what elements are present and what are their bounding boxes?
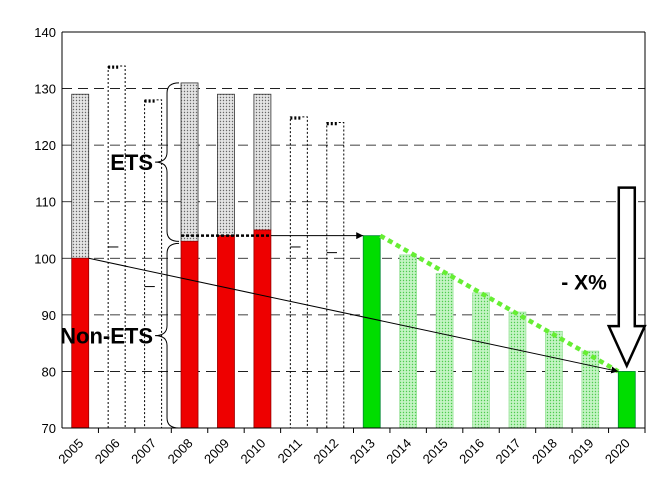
x-tick-label: 2016 — [456, 436, 487, 467]
bar-ets — [217, 93, 235, 237]
bar-non-ets — [253, 229, 272, 429]
x-tick-label: 2017 — [493, 436, 524, 467]
bar-non-ets-projected — [508, 311, 527, 429]
y-tick-label: 100 — [34, 251, 56, 266]
x-tick-label: 2005 — [55, 436, 86, 467]
bar-non-ets-projected — [399, 254, 417, 429]
y-tick-label: 130 — [34, 82, 56, 97]
y-tick-label: 80 — [42, 364, 56, 379]
bar-non-ets-projected — [472, 292, 490, 429]
bar-non-ets — [217, 235, 235, 429]
bar-outline — [144, 99, 163, 429]
bar-non-ets — [617, 371, 636, 429]
bar-ets — [71, 93, 90, 259]
x-tick-label: 2020 — [602, 436, 633, 467]
x-tick-label: 2010 — [237, 436, 268, 467]
bar-outline — [326, 122, 345, 429]
grid-lines — [62, 31, 645, 372]
x-tick-label: 2015 — [420, 436, 451, 467]
x-tick-label: 2008 — [165, 436, 196, 467]
bar-non-ets-projected — [435, 273, 454, 429]
x-tick-label: 2009 — [201, 436, 232, 467]
bar-outline — [289, 116, 308, 429]
x-tick-label: 2006 — [92, 436, 123, 467]
y-tick-label: 120 — [34, 138, 56, 153]
reduction-arrow — [606, 186, 647, 369]
non-ets-brace — [155, 242, 180, 429]
reduction-label: - X% — [561, 271, 607, 294]
x-tick-label: 2014 — [383, 436, 414, 467]
non-ets-label: Non-ETS — [60, 324, 153, 349]
bar-ets — [180, 82, 199, 242]
y-tick-label: 110 — [35, 195, 56, 210]
arrow-2005-2020 — [88, 257, 619, 374]
bar-non-ets — [362, 235, 381, 429]
y-tick-label: 70 — [42, 421, 56, 436]
bar-non-ets — [180, 240, 199, 429]
x-tick-label: 2011 — [275, 436, 305, 466]
bars — [71, 65, 636, 429]
x-tick-label: 2007 — [128, 436, 159, 467]
annotations: ETS Non-ETS - X% — [60, 82, 647, 429]
y-tick-label: 140 — [34, 25, 56, 40]
x-tick-label: 2012 — [310, 436, 341, 467]
ets-brace — [155, 82, 180, 242]
bar-non-ets-projected — [545, 330, 563, 429]
x-tick-label: 2013 — [347, 436, 378, 467]
ets-label: ETS — [110, 150, 153, 175]
bar-ets — [253, 93, 272, 231]
bar-non-ets-projected — [581, 350, 600, 429]
x-tick-label: 2018 — [529, 436, 560, 467]
trend-line — [379, 233, 620, 374]
x-tick-label: 2019 — [565, 436, 596, 467]
y-tick-label: 90 — [42, 308, 56, 323]
